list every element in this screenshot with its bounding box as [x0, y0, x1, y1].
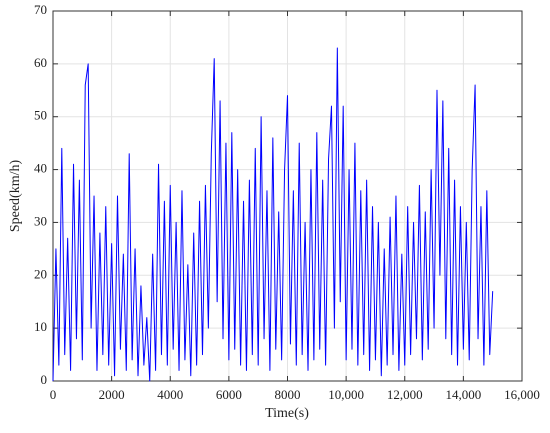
- plot-frame: [52, 10, 523, 382]
- y-tick-label: 50: [34, 108, 47, 123]
- y-tick-label: 70: [34, 2, 47, 17]
- x-tick-label: 14,000: [446, 387, 482, 402]
- y-tick-label: 10: [34, 319, 47, 334]
- x-axis-label: Time(s): [265, 406, 309, 421]
- y-tick-label: 60: [34, 55, 47, 70]
- y-tick-label: 30: [34, 213, 47, 228]
- x-tick-label: 16,000: [504, 387, 540, 402]
- x-tick-label: 10,000: [328, 387, 364, 402]
- x-tick-label: 12,000: [387, 387, 423, 402]
- y-tick-label: 20: [34, 266, 47, 281]
- x-tick-label: 8000: [275, 387, 301, 402]
- x-tick-label: 0: [50, 387, 57, 402]
- x-tick-label: 4000: [157, 387, 183, 402]
- speed-line: [52, 47, 494, 382]
- y-tick-label: 0: [41, 372, 48, 387]
- x-tick-label: 6000: [216, 387, 242, 402]
- x-tick-label: 2000: [99, 387, 125, 402]
- y-tick-label: 40: [34, 161, 47, 176]
- y-axis-label: Speed(km/h): [8, 160, 23, 233]
